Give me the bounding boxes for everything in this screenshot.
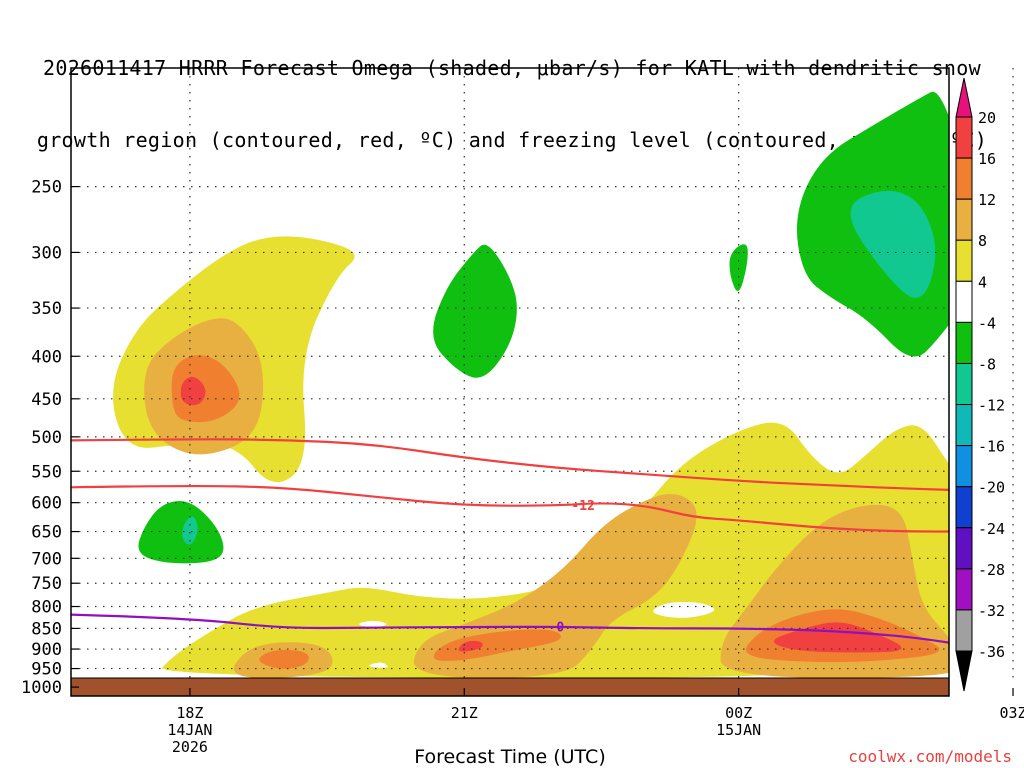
colorbar-label-13: -36 bbox=[978, 643, 1005, 661]
colorbar-label-0: 20 bbox=[978, 109, 996, 127]
x-tick-date-15JAN: 15JAN bbox=[716, 721, 761, 739]
y-tick-label-650: 650 bbox=[31, 523, 62, 543]
colorbar-label-6: -8 bbox=[978, 355, 996, 373]
omega-gap-0 bbox=[359, 620, 387, 628]
omega-region-pos-16-3 bbox=[180, 376, 206, 406]
omega-region-pos-16-14 bbox=[458, 640, 483, 652]
colorbar-label-1: 16 bbox=[978, 150, 996, 168]
colorbar-label-10: -24 bbox=[978, 520, 1005, 538]
y-tick-label-450: 450 bbox=[31, 390, 62, 410]
colorbar-label-3: 8 bbox=[978, 232, 987, 250]
y-tick-label-900: 900 bbox=[31, 640, 62, 660]
y-tick-label-850: 850 bbox=[31, 619, 62, 639]
omega-region-pos-12-12 bbox=[433, 629, 561, 661]
omega-region-neg-4-17 bbox=[138, 501, 224, 564]
omega-region-neg-8-18 bbox=[182, 516, 198, 545]
y-tick-label-300: 300 bbox=[31, 243, 62, 263]
footer-credit: coolwx.com/models bbox=[848, 747, 1012, 766]
contour-label-freezing-level: 0 bbox=[556, 621, 564, 636]
colorbar-box-0 bbox=[955, 116, 973, 159]
y-tick-label-500: 500 bbox=[31, 428, 62, 448]
colorbar-box-10 bbox=[955, 527, 973, 570]
x-tick-year-2026: 2026 bbox=[172, 738, 208, 756]
colorbar-box-6 bbox=[955, 362, 973, 406]
omega-region-pos-4-5 bbox=[1013, 577, 1024, 678]
x-tick-label-18Z: 18Z bbox=[176, 704, 203, 722]
y-tick-label-950: 950 bbox=[31, 660, 62, 680]
contour-freezing-level bbox=[71, 613, 949, 644]
x-axis: 18Z14JAN202621Z00Z15JAN03Z06Z09Z bbox=[167, 688, 1024, 756]
colorbar-box-9 bbox=[955, 486, 973, 529]
colorbar-top-triangle bbox=[955, 77, 973, 118]
omega-region-neg-4-24 bbox=[1004, 464, 1024, 512]
y-tick-label-750: 750 bbox=[31, 574, 62, 594]
omega-gap-3 bbox=[369, 662, 388, 668]
colorbar-label-2: 12 bbox=[978, 191, 996, 209]
omega-region-neg-4-19 bbox=[433, 244, 517, 378]
colorbar-bottom-triangle bbox=[955, 650, 973, 692]
ground-terrain bbox=[71, 677, 949, 696]
colorbar-label-12: -32 bbox=[978, 602, 1005, 620]
x-tick-label-03Z: 03Z bbox=[999, 704, 1024, 722]
contour-dgz-lower bbox=[71, 484, 949, 533]
colorbar-label-9: -20 bbox=[978, 479, 1005, 497]
omega-region-neg-8-22 bbox=[850, 190, 936, 298]
colorbar-box-12 bbox=[955, 609, 973, 652]
y-tick-label-400: 400 bbox=[31, 347, 62, 367]
y-tick-label-550: 550 bbox=[31, 462, 62, 482]
colorbar-label-7: -12 bbox=[978, 397, 1005, 415]
contour-dgz-upper bbox=[71, 438, 949, 491]
omega-region-pos-8-7 bbox=[413, 494, 697, 678]
colorbar-box-5 bbox=[955, 321, 973, 364]
colorbar-label-8: -16 bbox=[978, 438, 1005, 456]
grid-lines bbox=[71, 68, 1014, 678]
y-tick-label-700: 700 bbox=[31, 549, 62, 569]
omega-region-neg-4-20 bbox=[729, 244, 748, 292]
x-axis-label: Forecast Time (UTC) bbox=[414, 746, 605, 768]
colorbar-box-2 bbox=[955, 198, 973, 241]
y-tick-label-250: 250 bbox=[31, 178, 62, 198]
x-tick-date-14JAN: 14JAN bbox=[167, 721, 212, 739]
colorbar-box-4 bbox=[955, 280, 973, 323]
omega-gap-1 bbox=[653, 602, 715, 618]
y-tick-label-600: 600 bbox=[31, 494, 62, 514]
colorbar: 20 16 12 8 4 -4 -8 -12 -16 -20 -24 -28 -32 -36 bbox=[955, 77, 1005, 692]
y-tick-label-800: 800 bbox=[31, 598, 62, 618]
colorbar-box-8 bbox=[955, 445, 973, 488]
colorbar-label-5: -4 bbox=[978, 314, 996, 332]
omega-region-pos-12-2 bbox=[171, 355, 240, 423]
x-tick-label-21Z: 21Z bbox=[451, 704, 478, 722]
colorbar-label-11: -28 bbox=[978, 561, 1005, 579]
omega-shading bbox=[71, 91, 1024, 696]
colorbar-box-3 bbox=[955, 239, 973, 282]
plot-frame bbox=[70, 67, 950, 697]
contour-lines: -18-12-120 bbox=[71, 438, 949, 644]
colorbar-box-11 bbox=[955, 568, 973, 611]
contour-label-dgz-lower: -12 bbox=[571, 499, 594, 514]
colorbar-box-7 bbox=[955, 404, 973, 447]
colorbar-box-1 bbox=[955, 157, 973, 200]
x-tick-label-00Z: 00Z bbox=[725, 704, 752, 722]
colorbar-label-4: 4 bbox=[978, 273, 987, 291]
y-axis: 2503003504004505005506006507007508008509… bbox=[21, 178, 79, 698]
y-tick-label-1000: 1000 bbox=[21, 678, 62, 698]
y-tick-label-350: 350 bbox=[31, 299, 62, 319]
omega-region-pos-12-11 bbox=[259, 649, 309, 669]
